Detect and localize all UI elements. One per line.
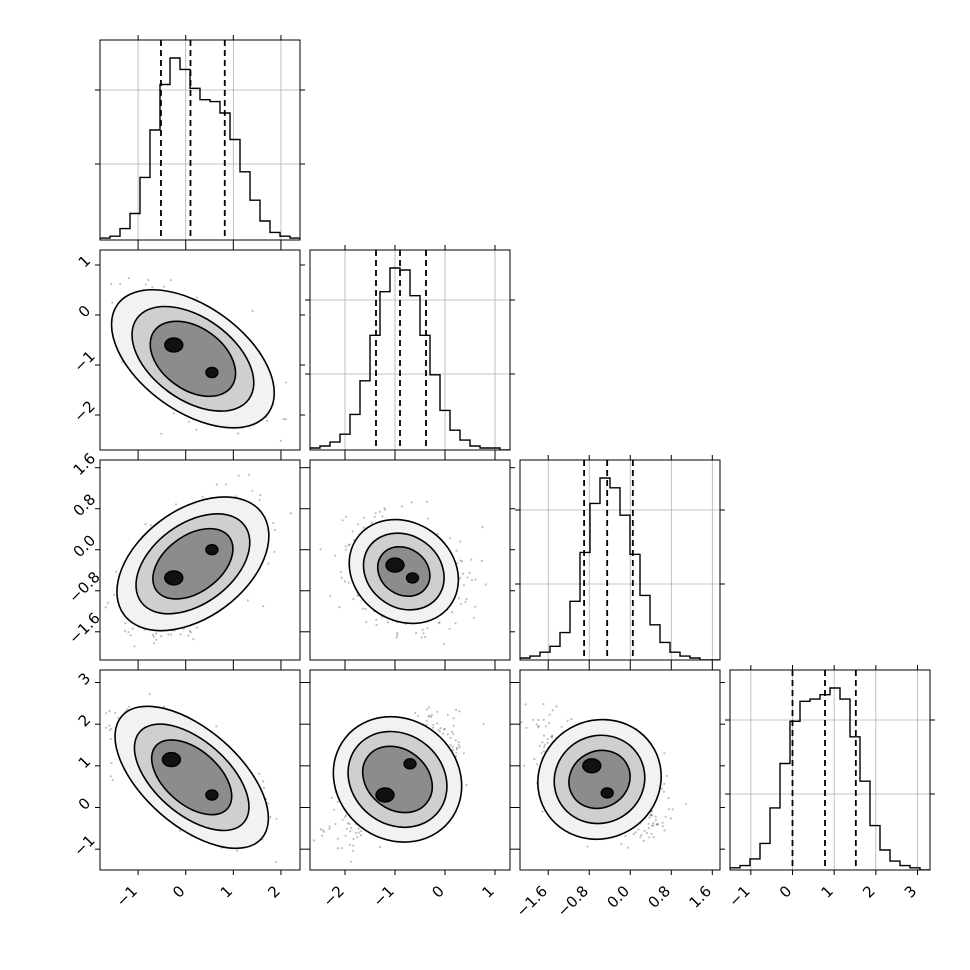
x-tick-label: −1 (113, 882, 141, 910)
density-peak (375, 787, 395, 803)
scatter-panel-3-2 (520, 703, 688, 849)
y-tick-label: 0.8 (70, 490, 100, 520)
density-peak (403, 758, 417, 770)
y-tick-label: 0.0 (70, 531, 100, 561)
x-tick-label: 0 (776, 882, 795, 901)
y-tick-label: 1 (75, 252, 94, 271)
x-tick-label: 2 (264, 882, 283, 901)
x-tick-label: −1 (369, 882, 397, 910)
x-tick-label: 0.0 (603, 882, 633, 912)
density-peak (205, 366, 219, 379)
scatter-panel-2-0 (100, 473, 292, 648)
y-tick-label: −2 (70, 397, 98, 425)
histogram-step-3 (520, 477, 720, 660)
density-peak (385, 557, 405, 573)
density-peak (582, 758, 602, 774)
density-peak (600, 787, 614, 799)
panel-frame (99, 249, 301, 451)
x-tick-label: 1 (478, 882, 497, 901)
x-tick-label: −1.6 (513, 882, 551, 920)
density-peak (161, 751, 182, 768)
panel-frame (519, 459, 721, 661)
y-tick-label: 3 (75, 669, 94, 688)
y-tick-label: 1.6 (70, 449, 100, 479)
panel-frame (99, 39, 301, 241)
histogram-step-4 (730, 687, 930, 870)
density-peak (205, 544, 219, 556)
histogram-panel-1 (100, 40, 300, 240)
x-tick-label: 0 (428, 882, 447, 901)
y-tick-label: −1.6 (65, 609, 103, 647)
y-tick-label: 0 (75, 302, 94, 321)
y-tick-label: −0.8 (65, 568, 103, 606)
x-tick-label: 1.6 (686, 882, 716, 912)
panel-frame (99, 669, 301, 871)
scatter-panel-1-0 (110, 277, 288, 450)
x-tick-label: 3 (901, 882, 920, 901)
density-peak (164, 337, 184, 353)
density-peak (405, 572, 420, 584)
x-tick-label: 0 (169, 882, 188, 901)
x-tick-label: −1 (725, 882, 753, 910)
panel-frame (309, 459, 511, 661)
panel-frame (519, 669, 721, 871)
scatter-panel-3-0 (104, 692, 278, 864)
y-tick-label: 2 (75, 711, 94, 730)
scatter-panel-2-1 (319, 500, 487, 646)
panel-frame (309, 669, 511, 871)
y-tick-label: 1 (75, 753, 94, 772)
panel-frame (309, 249, 511, 451)
panel-frame (99, 459, 301, 661)
histogram-step-1 (100, 57, 300, 240)
x-tick-label: −0.8 (554, 882, 592, 920)
panel-frame (729, 669, 931, 871)
x-tick-label: 1 (818, 882, 837, 901)
x-tick-label: −2 (319, 882, 347, 910)
histogram-panel-4 (730, 670, 930, 870)
x-tick-label: 1 (217, 882, 236, 901)
x-tick-label: 2 (859, 882, 878, 901)
x-tick-label: 0.8 (645, 882, 675, 912)
histogram-panel-3 (520, 460, 720, 660)
histogram-panel-2 (310, 250, 510, 450)
y-tick-label: −1 (70, 347, 98, 375)
density-peak (164, 570, 184, 586)
y-tick-label: −1 (70, 831, 98, 859)
density-peak (205, 789, 219, 801)
y-tick-label: 0 (75, 794, 94, 813)
scatter-panel-3-1 (312, 706, 485, 863)
histogram-step-2 (310, 267, 510, 450)
